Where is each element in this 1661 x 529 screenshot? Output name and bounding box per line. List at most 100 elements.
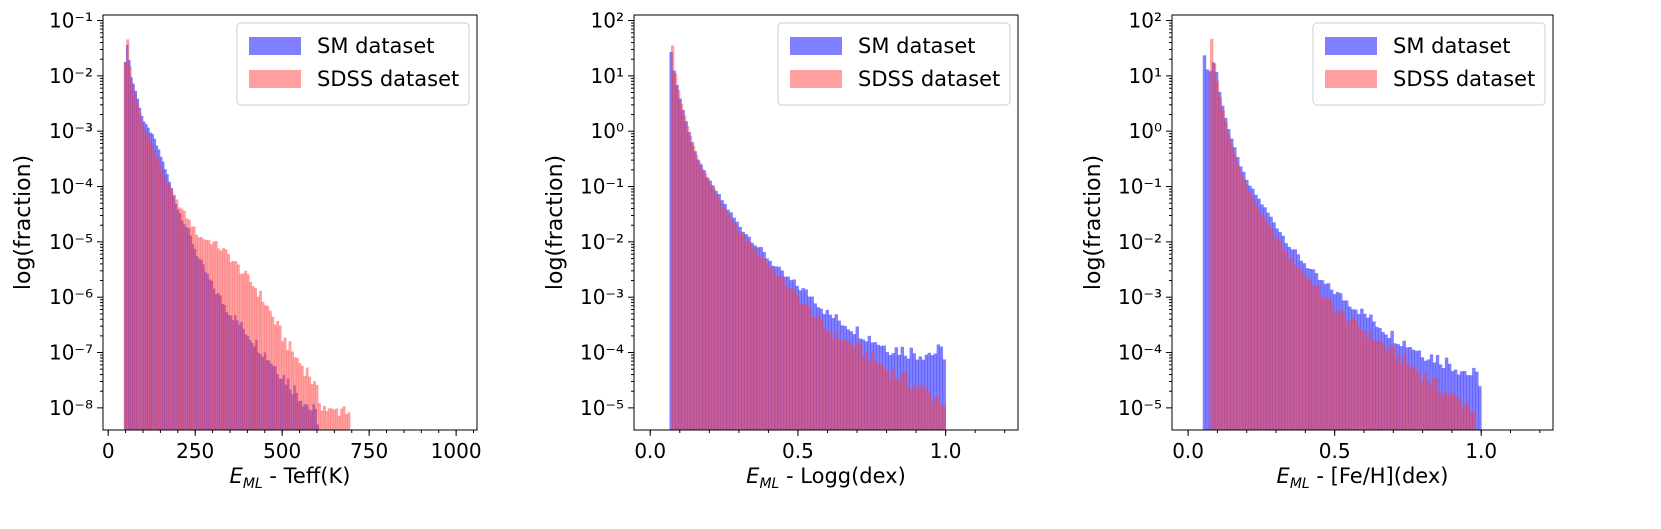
histogram-bar (805, 304, 809, 430)
histogram-bar (1325, 297, 1329, 430)
x-tick-label: 250 (176, 439, 214, 463)
histogram-bar (295, 357, 299, 430)
x-tick-label: 0.0 (1172, 439, 1204, 463)
histogram-bar (1466, 375, 1470, 430)
histogram-bar (814, 317, 818, 430)
histogram-bar (303, 375, 307, 430)
histogram-bar (1264, 220, 1269, 430)
histogram-bar (308, 376, 312, 430)
histogram-bar (232, 261, 235, 430)
histogram-bar (918, 384, 923, 430)
histogram-bar (200, 236, 203, 430)
histogram-bar (775, 276, 779, 430)
histogram-bar (939, 405, 944, 430)
histogram-bar (900, 372, 905, 430)
histogram-bar (1273, 236, 1277, 430)
histogram-bar (192, 226, 196, 430)
histogram-bar (128, 66, 132, 430)
histogram-bar (844, 339, 848, 430)
histogram-bar (1316, 286, 1321, 430)
histogram-bar (123, 62, 127, 431)
histogram-bar (234, 260, 238, 430)
histogram-bar (1224, 122, 1228, 431)
histogram-bar (1276, 238, 1280, 430)
histogram-bar (742, 234, 746, 430)
histogram-bar (1469, 412, 1473, 430)
histogram-bar (820, 319, 824, 430)
histogram-bar (141, 122, 144, 431)
histogram-bar (214, 241, 218, 430)
histogram-bar (325, 411, 329, 430)
histogram-bar (1394, 359, 1398, 430)
y-tick-label: 10¹ (591, 64, 624, 88)
histogram-bar (153, 150, 157, 431)
histogram-bar (1411, 366, 1416, 430)
histogram-bar (1299, 269, 1303, 430)
legend-label-sdss: SDSS dataset (1393, 67, 1535, 91)
histogram-bar (345, 414, 348, 430)
histogram-bar (727, 215, 732, 430)
histogram-bar (891, 369, 896, 430)
histogram-bar (823, 327, 827, 430)
legend-label-sdss: SDSS dataset (858, 67, 1000, 91)
y-axis-label: log(fraction) (543, 155, 568, 290)
histogram-bar (1426, 381, 1430, 430)
histogram-bar (1244, 184, 1248, 430)
histogram-bar (150, 144, 154, 430)
histogram-bar (1463, 371, 1467, 430)
histogram-bar (1437, 391, 1442, 430)
histogram-bar (1429, 384, 1433, 430)
y-tick-label: 10⁻⁴ (580, 341, 624, 365)
histogram-bar (873, 360, 878, 430)
histogram-bar (1463, 403, 1468, 430)
histogram-bar (1351, 316, 1355, 430)
legend-swatch-sdss (249, 70, 301, 88)
histogram-bar (212, 241, 216, 430)
histogram-bar (1279, 241, 1283, 430)
legend-label-sm: SM dataset (317, 34, 435, 58)
y-axis-label: log(fraction) (11, 155, 36, 290)
histogram-bar (1227, 135, 1231, 430)
histogram-bar (1434, 377, 1439, 430)
histogram-bar (219, 250, 223, 430)
y-tick-label: 10⁰ (1129, 119, 1162, 143)
histogram-bar (721, 207, 726, 430)
histogram-bar (337, 415, 341, 430)
y-tick-label: 10⁻² (580, 230, 624, 254)
histogram-bar (1302, 274, 1306, 430)
y-axis-label: log(fraction) (1081, 155, 1106, 290)
histogram-bar (273, 324, 277, 430)
histogram-bar (291, 351, 294, 430)
histogram-bar (197, 237, 201, 430)
x-axis-label: EML - Logg(dex) (746, 464, 906, 492)
legend-swatch-sm (1325, 37, 1377, 55)
histogram-bar (266, 305, 270, 430)
histogram-bar (1475, 371, 1479, 430)
histogram-bar (679, 103, 684, 431)
histogram-bar (865, 351, 869, 430)
legend-swatch-sdss (790, 70, 842, 88)
histogram-bar (1256, 207, 1260, 430)
chart-panel-3: 0.0 0.5 1.0 10⁻⁵ 10⁻⁴ 10⁻³ 10⁻² 10⁻¹ 10⁰ 10¹ 10² EM… (1081, 9, 1554, 492)
histogram-bar (217, 248, 221, 430)
histogram-bar (249, 281, 253, 430)
histogram-bar (322, 405, 326, 430)
histogram-bar (1236, 162, 1240, 430)
histogram-bar (1466, 402, 1470, 430)
histogram-bar (787, 288, 791, 430)
histogram-bar (1446, 395, 1450, 430)
y-tick-label: 10⁻⁴ (1118, 341, 1162, 365)
histogram-bar (1313, 285, 1318, 430)
axes-frame (102, 14, 478, 431)
histogram-bar (271, 316, 275, 430)
x-tick-label: 0.0 (634, 439, 666, 463)
histogram-bar (739, 232, 743, 430)
histogram-bar (1250, 195, 1254, 430)
chart-panel-2: 0.0 0.5 1.0 10⁻⁵ 10⁻⁴ 10⁻³ 10⁻² 10⁻¹ 10⁰ 10¹ 10² EM… (543, 9, 1019, 492)
histogram-bar (1259, 213, 1263, 430)
histogram-bar (185, 218, 189, 430)
histogram-bar (209, 244, 213, 430)
histogram-bar (263, 305, 267, 430)
histogram-bar (310, 383, 314, 430)
histogram-bar (826, 332, 830, 430)
